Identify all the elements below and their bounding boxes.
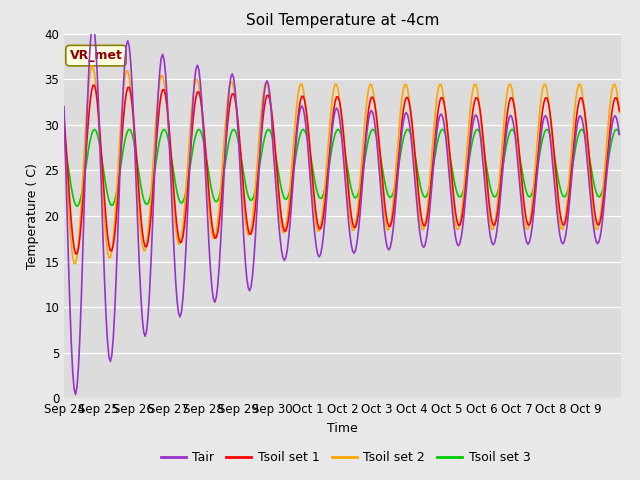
Legend: Tair, Tsoil set 1, Tsoil set 2, Tsoil set 3: Tair, Tsoil set 1, Tsoil set 2, Tsoil se…: [156, 446, 536, 469]
X-axis label: Time: Time: [327, 422, 358, 435]
Text: VR_met: VR_met: [70, 49, 122, 62]
Title: Soil Temperature at -4cm: Soil Temperature at -4cm: [246, 13, 439, 28]
Y-axis label: Temperature ( C): Temperature ( C): [26, 163, 38, 269]
